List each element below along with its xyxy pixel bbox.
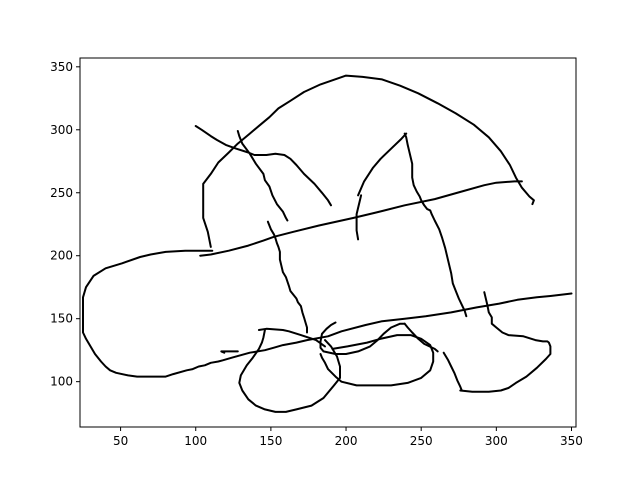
stroke-line-3 [82, 249, 573, 378]
stroke-line-16 [357, 132, 408, 197]
stroke-line-11 [319, 321, 406, 355]
y-tick-label: 200 [50, 249, 73, 263]
stroke-line-9 [442, 351, 463, 392]
stroke-line-4 [220, 350, 239, 354]
stroke-line-15 [355, 194, 363, 241]
stroke-line-12 [236, 130, 289, 222]
stroke-line-2 [199, 180, 523, 257]
x-tick-label: 150 [259, 434, 282, 448]
x-tick-label: 100 [184, 434, 207, 448]
y-axis-ticks: 100 150 200 250 300 350 [50, 60, 80, 389]
stroke-line-10 [403, 322, 439, 353]
x-tick-label: 300 [485, 434, 508, 448]
stroke-line-5 [257, 327, 326, 348]
stroke-line-8 [459, 291, 552, 393]
stroke-line-17 [403, 132, 468, 318]
stroke-line-13 [194, 125, 332, 207]
stroke-line-14 [266, 220, 308, 334]
stroke-line-7 [319, 334, 435, 387]
y-tick-label: 250 [50, 186, 73, 200]
x-tick-label: 200 [335, 434, 358, 448]
stroke-line-6 [238, 329, 341, 413]
y-tick-label: 300 [50, 123, 73, 137]
x-axis-ticks: 50 100 150 200 250 300 350 [113, 427, 583, 448]
drawing-strokes [82, 74, 573, 413]
x-tick-label: 250 [410, 434, 433, 448]
y-tick-label: 150 [50, 312, 73, 326]
y-tick-label: 100 [50, 375, 73, 389]
x-tick-label: 350 [560, 434, 583, 448]
axes-frame [79, 57, 577, 428]
stroke-line-1 [202, 74, 535, 248]
x-tick-label: 50 [113, 434, 128, 448]
y-tick-label: 350 [50, 60, 73, 74]
